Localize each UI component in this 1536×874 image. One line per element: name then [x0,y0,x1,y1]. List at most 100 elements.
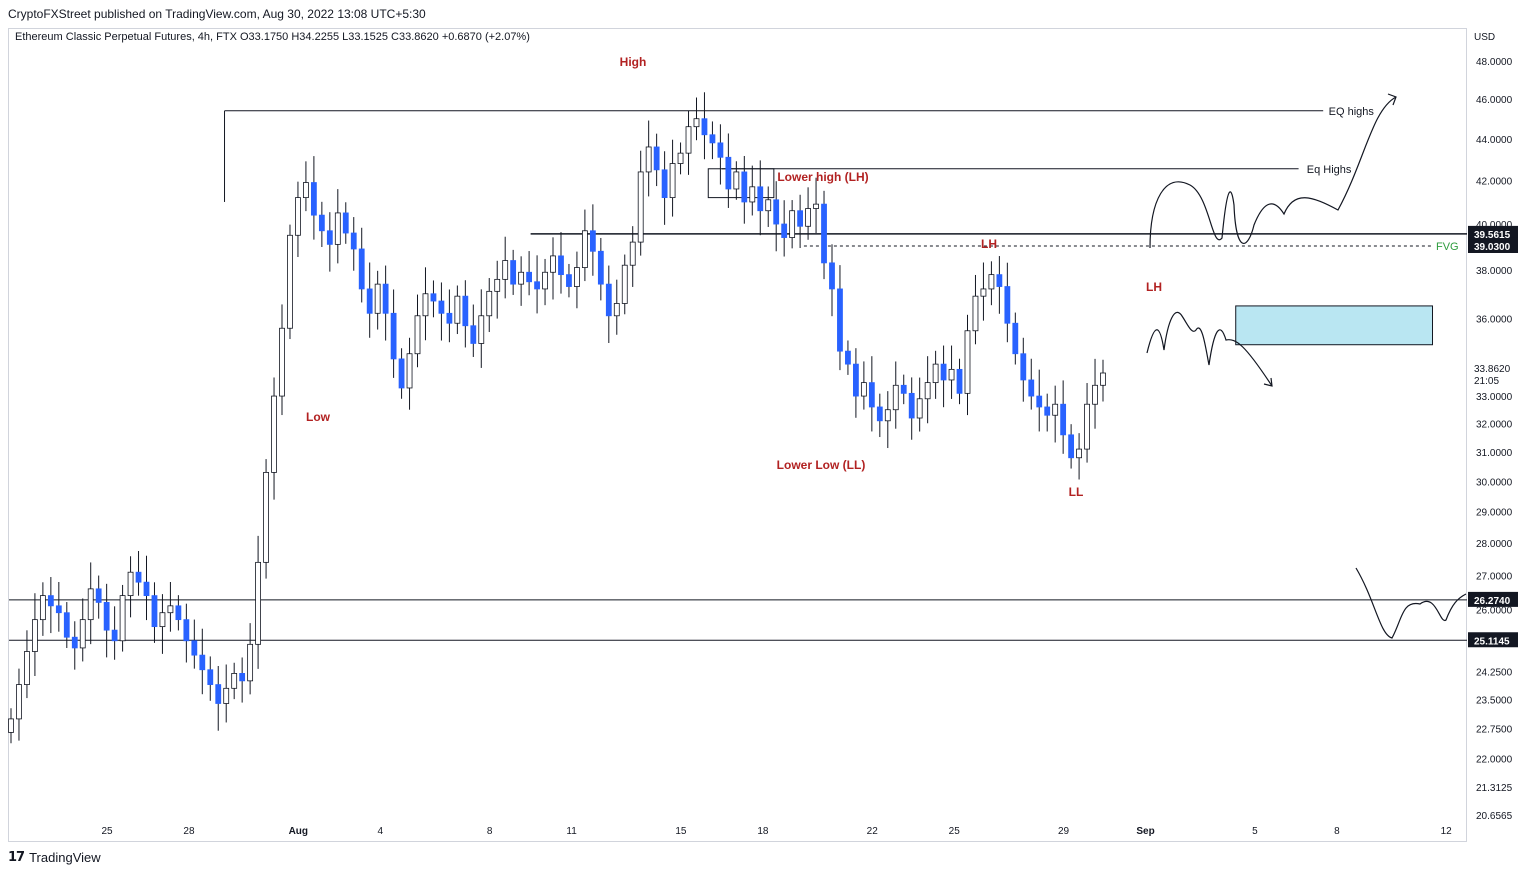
candle-body [470,325,477,344]
price-tick-label: 42.0000 [1476,176,1513,187]
candle-body [829,262,835,290]
candle-body [318,214,325,232]
candle-body [271,395,277,473]
candle-body [326,230,333,245]
candle-body [71,636,78,649]
candle-body [701,118,708,136]
candle-body [526,271,533,283]
candle-body [95,588,102,603]
candle-body [398,358,405,389]
time-tick-label: 4 [378,826,384,837]
candle-body [374,283,381,314]
candle-body [199,654,206,671]
candle-body [805,208,811,227]
time-axis: 25 28 Aug 4 8 11 15 18 22 25 29 Sep 5 8 12 [101,826,1452,837]
price-tick-label: 40.0000 [1476,220,1513,231]
candle-body [119,595,126,642]
candle-body [390,312,397,360]
candle-body [797,210,804,227]
candle-body [430,293,437,302]
candle-body [127,571,134,597]
candle-body [621,264,628,304]
candle-body [215,684,222,704]
candle-body [900,384,907,394]
candle-body [1076,448,1082,459]
candle-body [566,274,572,287]
candle-body [518,271,525,285]
price-tick-label: 22.7500 [1476,725,1513,736]
annotation-labels: Low High Lower high (LH) Lower Low (LL) LH LL… [306,55,1162,499]
candle-body [948,368,955,381]
candle-body [295,197,301,236]
price-badge-bg [1468,632,1518,648]
candle-body [534,281,540,290]
supply-zone [1235,305,1434,346]
candle-body [231,673,238,689]
candle-body [542,271,548,290]
chart-pane[interactable] [8,28,1467,842]
lower-projection-path [1355,567,1467,639]
candle-body [510,260,517,285]
candle-body [685,126,692,154]
candle-body [310,182,317,216]
symbol-legend[interactable]: Ethereum Classic Perpetual Futures, 4h, … [15,31,530,43]
candle-body [478,315,485,344]
candle-body [733,171,740,190]
eq-highs-text: EQ highs [1329,106,1375,118]
candles [8,92,1106,744]
candle-body [287,234,293,329]
header-bar: CryptoFXStreet published on TradingView.… [0,0,1536,28]
candle-body [1052,403,1059,416]
candle-body [111,629,118,642]
candle-body [637,171,644,243]
candle-body [87,588,94,621]
candle-body [143,581,150,597]
candle-body [693,118,700,128]
price-tick-label: 23.5000 [1476,696,1513,707]
price-tick-label: 28.0000 [1476,539,1513,550]
candle-body [159,612,166,628]
candle-body [446,312,453,324]
time-tick-label: 25 [949,826,961,837]
time-tick-label: 15 [675,826,687,837]
time-tick-label: Sep [1136,826,1154,837]
price-tick-label: 20.6565 [1476,811,1513,822]
candle-body [924,382,931,400]
candle-body [597,250,604,285]
price-tick-label: 46.0000 [1476,95,1513,106]
candle-body [964,330,971,394]
candle-body [956,368,963,394]
supply-zone-box [1235,305,1434,346]
swing-label: Lower Low (LL) [777,458,866,472]
price-tick-label: 48.0000 [1476,57,1513,68]
fvg-label: FVG [1436,241,1459,253]
time-tick-label: 28 [183,826,195,837]
candle-body [645,146,652,173]
candle-body [1028,379,1035,397]
candle-body [103,602,110,631]
tradingview-brand: TradingView [29,850,101,865]
candle-body [589,230,596,252]
candle-body [574,267,580,287]
price-badge-bg [1468,591,1518,607]
currency-label: USD [1474,32,1495,43]
price-badge-bg [1468,225,1518,241]
countdown-label: 21:05 [1474,376,1499,387]
candle-body [669,163,676,199]
candle-body [868,382,875,408]
tradingview-footer[interactable]: 17 TradingView [8,850,101,865]
candle-body [749,186,756,203]
candle-body [207,669,214,685]
candle-body [32,619,38,652]
range-box [707,168,775,199]
price-tick-label: 22.0000 [1476,755,1513,766]
candle-body [1068,434,1075,459]
swing-label: Lower high (LH) [777,170,868,184]
bullish-projection-path [1149,96,1397,249]
candle-body [884,409,891,422]
candle-body [8,718,14,733]
publisher-caption: CryptoFXStreet published on TradingView.… [8,7,426,21]
swing-label: LH [981,237,997,251]
candle-body [757,186,764,212]
